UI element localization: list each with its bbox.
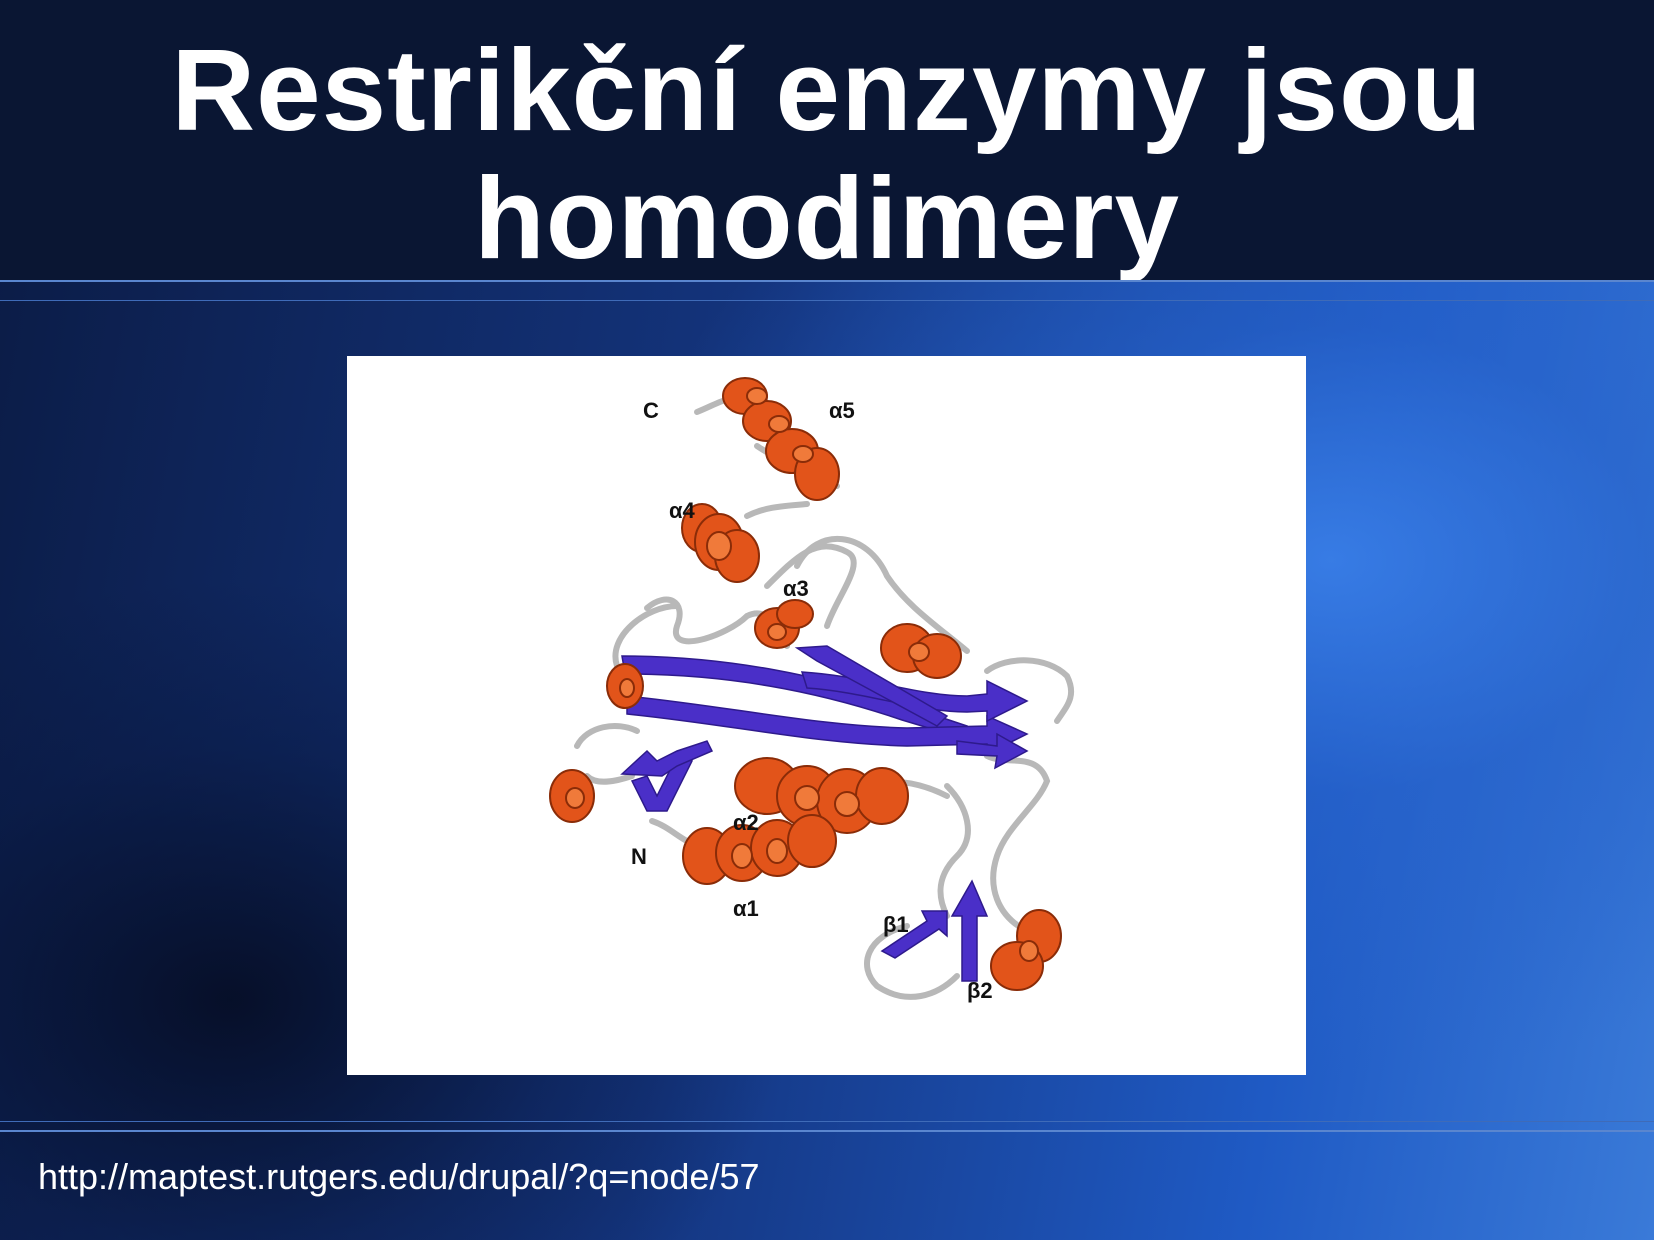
- protein-structure-figure: C α5 α4 α3 α2 N α1 β1 β2: [347, 356, 1306, 1075]
- header-divider-thin: [0, 300, 1654, 301]
- beta-strand-5: [956, 732, 1029, 770]
- label-alpha2: α2: [733, 810, 759, 835]
- helix-a1: [682, 814, 837, 885]
- beta-strand-n2: [620, 740, 714, 777]
- beta-strand-b2: [950, 879, 989, 982]
- source-url: http://maptest.rutgers.edu/drupal/?q=nod…: [38, 1156, 760, 1197]
- title-line-2: homodimery: [473, 153, 1181, 283]
- label-alpha5: α5: [829, 398, 855, 423]
- helix-left-mid: [549, 769, 595, 823]
- footer-divider: [0, 1130, 1654, 1132]
- loop-a3: [764, 543, 857, 629]
- loop-left-top: [612, 603, 680, 669]
- label-beta1: β1: [883, 912, 909, 937]
- label-alpha4: α4: [669, 498, 696, 523]
- header-divider: [0, 280, 1654, 282]
- beta-strand-n: [630, 755, 694, 812]
- loop-n-a1: [649, 818, 690, 844]
- ribbon-diagram: C α5 α4 α3 α2 N α1 β1 β2: [549, 377, 1075, 1003]
- helix-left-top: [606, 663, 644, 709]
- footer-divider-thin: [0, 1121, 1654, 1122]
- helix-a3: [754, 599, 814, 649]
- loop-right-lower: [984, 753, 1051, 934]
- helix-a5: [722, 377, 840, 501]
- loop-a4-a5: [744, 501, 810, 519]
- helix-a4: [681, 503, 760, 583]
- label-n-terminus: N: [631, 844, 647, 869]
- alpha-helices: [549, 377, 1062, 991]
- loop-right: [984, 657, 1075, 724]
- loop-left-upper: [644, 596, 750, 645]
- label-beta2: β2: [967, 978, 993, 1003]
- beta-strand-4: [794, 645, 949, 727]
- loop-b1-b2: [864, 923, 960, 1000]
- loop-n-helix: [584, 773, 635, 785]
- slide-title: Restrikční enzymy jsou homodimery: [0, 26, 1654, 282]
- label-alpha1: α1: [733, 896, 759, 921]
- loop-right-upper: [794, 535, 970, 654]
- helix-bottom-right: [990, 909, 1062, 991]
- loop-b1-top: [937, 783, 971, 919]
- helix-a2: [734, 757, 909, 834]
- beta-sheets: [620, 645, 1029, 982]
- label-alpha3: α3: [783, 576, 809, 601]
- loop-left-mid: [574, 723, 640, 749]
- helix-right-small: [880, 623, 962, 679]
- title-bar: Restrikční enzymy jsou homodimery: [0, 0, 1654, 282]
- beta-strand-b1: [880, 910, 948, 959]
- label-c-terminus: C: [643, 398, 659, 423]
- title-line-1: Restrikční enzymy jsou: [171, 25, 1483, 155]
